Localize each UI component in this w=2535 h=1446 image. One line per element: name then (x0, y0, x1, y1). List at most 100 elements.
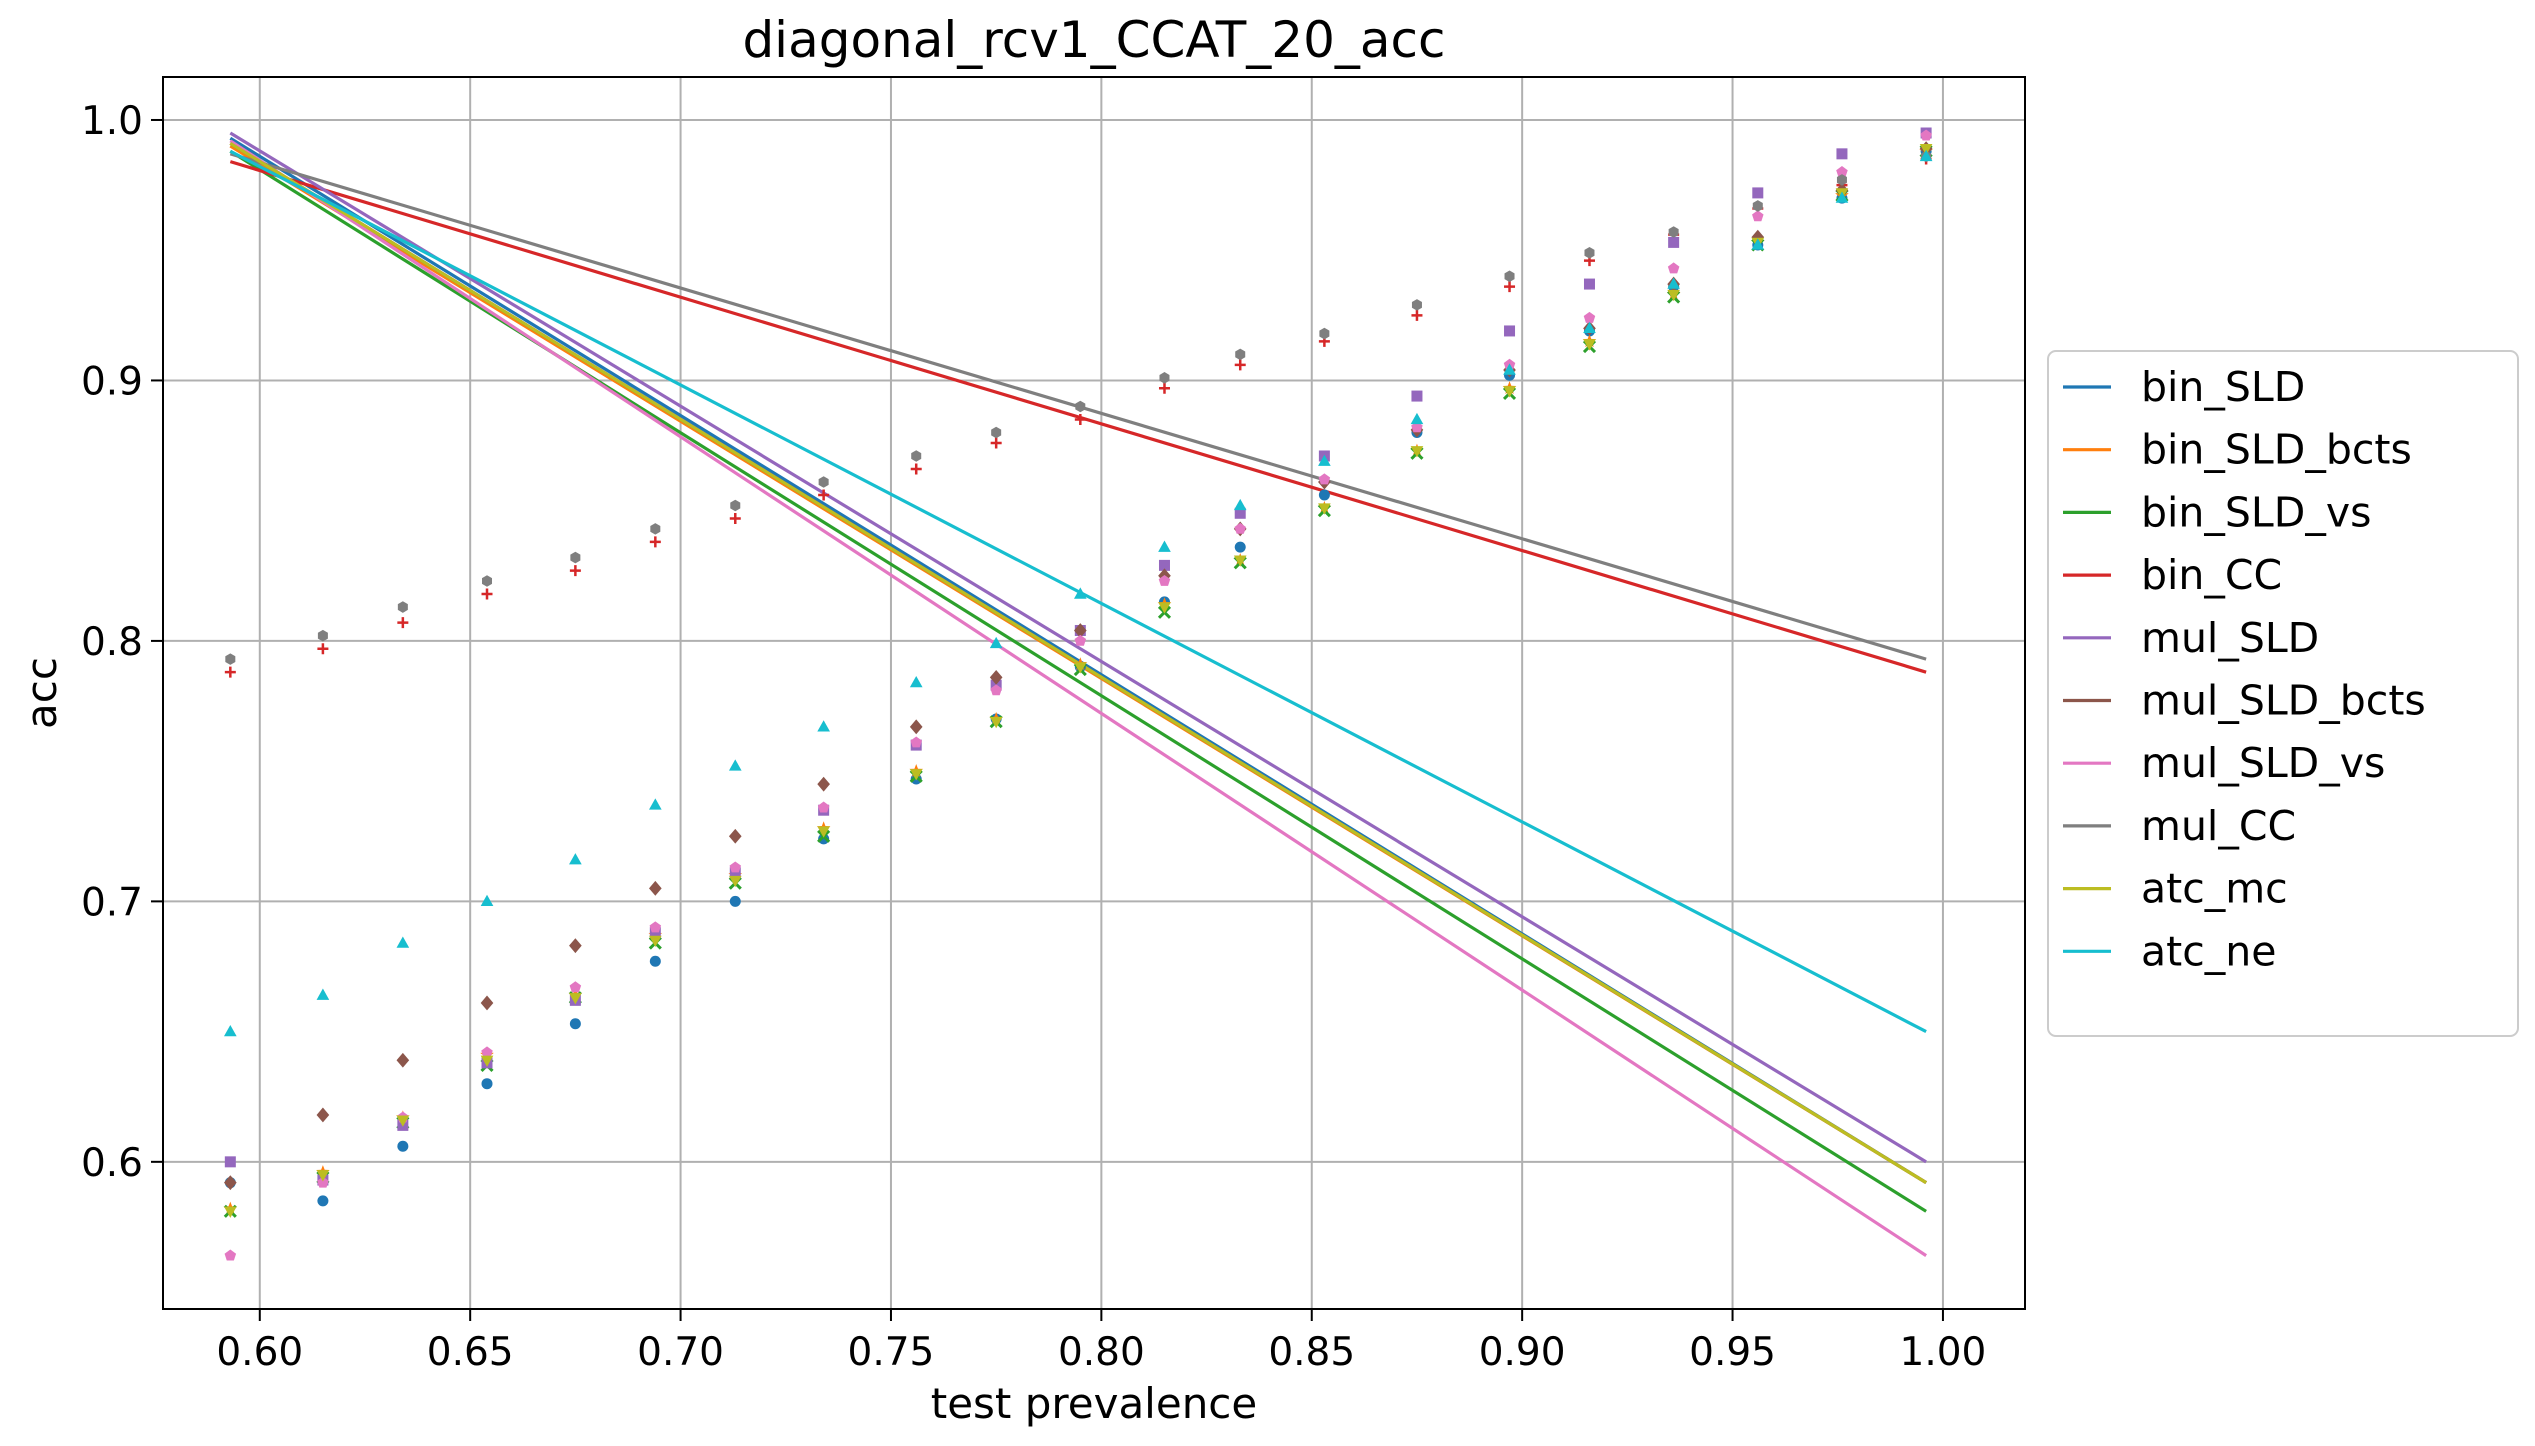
data-point (1319, 327, 1330, 340)
data-point (225, 653, 236, 665)
data-point (224, 1156, 236, 1168)
data-point (1411, 299, 1422, 311)
y-axis-ticks: 0.6 0.7 0.8 0.9 1.0 (81, 99, 163, 1186)
data-point (317, 1195, 329, 1207)
plot-markers (223, 127, 1933, 1261)
plot-frame (162, 76, 2026, 1310)
data-point (316, 988, 330, 1000)
data-point (1411, 390, 1423, 402)
data-point (1318, 473, 1331, 485)
data-point (1159, 372, 1170, 384)
data-point (989, 669, 1003, 685)
chart-title: diagonal_rcv1_CCAT_20_acc (742, 11, 1445, 69)
data-point (317, 629, 328, 642)
data-point (1233, 498, 1247, 511)
y-tick-label: 1.0 (81, 99, 143, 144)
y-tick-label: 0.6 (81, 1141, 143, 1186)
data-point (1752, 200, 1763, 212)
data-point (1667, 277, 1680, 289)
legend-label: bin_SLD_vs (2141, 488, 2371, 536)
data-point (396, 1115, 410, 1127)
data-point (1503, 386, 1516, 398)
data-point (397, 1140, 409, 1152)
x-tick-label: 0.80 (1058, 1330, 1145, 1375)
data-point (1919, 149, 1933, 162)
data-point (224, 1175, 237, 1191)
data-point (1158, 574, 1171, 586)
data-point (817, 801, 830, 813)
series-points-atc_ne (224, 149, 1933, 1037)
x-tick-label: 0.70 (637, 1330, 724, 1375)
data-point (1235, 348, 1246, 361)
data-point (1234, 359, 1246, 371)
legend-label: mul_SLD_vs (2141, 739, 2385, 787)
data-point (1584, 247, 1595, 259)
data-point (1073, 623, 1087, 638)
data-point (1504, 325, 1516, 337)
x-axis-label: test prevalence (931, 1379, 1258, 1428)
data-point (649, 935, 662, 948)
data-point (990, 684, 1002, 696)
x-tick-label: 0.95 (1689, 1330, 1776, 1375)
data-point (649, 921, 662, 933)
series-line-mul_SLD_vs (229, 139, 1927, 1257)
data-point (397, 601, 408, 613)
data-point (728, 828, 742, 844)
data-point (1158, 559, 1170, 571)
legend-label: mul_SLD (2141, 614, 2319, 662)
data-point (817, 720, 830, 732)
data-point (569, 938, 582, 954)
x-tick-label: 0.60 (216, 1330, 303, 1375)
data-point (1158, 602, 1171, 614)
data-point (569, 853, 582, 865)
data-point (910, 736, 922, 748)
data-point (729, 867, 741, 879)
data-point (396, 1052, 410, 1068)
data-point (1073, 587, 1087, 599)
data-point (818, 489, 830, 501)
data-point (481, 1078, 493, 1090)
data-point (1752, 187, 1764, 199)
legend-label: atc_ne (2141, 927, 2276, 975)
data-point (1504, 281, 1516, 293)
data-point (817, 776, 830, 792)
legend-label: bin_CC (2141, 551, 2282, 599)
series-line-bin_CC (229, 160, 1927, 674)
data-point (728, 759, 742, 771)
data-point (570, 551, 581, 564)
data-point (1075, 400, 1086, 413)
series-line-mul_SLD (229, 131, 1927, 1164)
data-point (909, 769, 923, 781)
data-point (1504, 270, 1515, 283)
data-point (649, 798, 662, 810)
data-point (482, 575, 493, 587)
data-point (224, 1025, 237, 1037)
data-point (481, 588, 493, 600)
data-point (1318, 454, 1331, 466)
y-tick-label: 0.7 (81, 880, 143, 925)
y-tick-label: 0.9 (81, 359, 143, 404)
data-point (1668, 236, 1680, 248)
data-point (480, 894, 494, 907)
data-point (1158, 540, 1171, 552)
x-tick-label: 0.90 (1479, 1330, 1566, 1375)
y-axis-label: acc (17, 657, 66, 729)
data-point (1667, 262, 1680, 274)
data-point (569, 993, 582, 1005)
legend-label: atc_mc (2141, 865, 2288, 913)
data-point (989, 636, 1003, 649)
data-point (909, 675, 923, 688)
data-point (569, 565, 581, 577)
data-point (1318, 503, 1331, 515)
data-point (990, 437, 1002, 449)
legend-label: mul_SLD_bcts (2141, 677, 2426, 725)
data-point (480, 995, 494, 1011)
data-point (649, 536, 661, 548)
data-point (1073, 662, 1087, 674)
data-point (317, 1176, 329, 1188)
data-point (317, 643, 329, 655)
data-point (1233, 555, 1247, 567)
legend-label: bin_SLD (2141, 363, 2305, 411)
data-point (1836, 174, 1847, 186)
